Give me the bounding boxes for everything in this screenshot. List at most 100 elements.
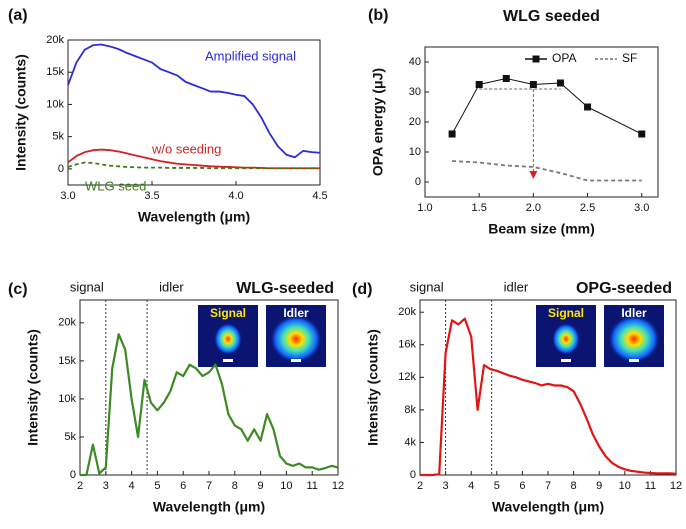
y-axis-title: Intensity (counts) — [13, 54, 29, 171]
beam-spot — [270, 315, 322, 363]
panel-label: (a) — [8, 7, 28, 24]
y-tick-label: 20 — [409, 116, 421, 128]
legend-marker — [533, 56, 540, 63]
y-tick-label: 20k — [58, 317, 76, 329]
x-tick-label: 4.5 — [312, 190, 327, 202]
x-tick-label: 10 — [619, 480, 631, 492]
y-tick-label: 0 — [410, 469, 416, 481]
x-tick-label: 4.0 — [228, 190, 243, 202]
beam-spot — [608, 315, 660, 363]
x-tick-label: 6 — [180, 480, 186, 492]
guide-arrow — [529, 171, 537, 179]
figure: (a) 3.0 3.5 4.0 4.5 0 5k 10k 15k 20k Wavelength (μ… — [0, 0, 686, 529]
series-line — [452, 161, 642, 181]
x-tick-label: 2.5 — [580, 202, 595, 214]
x-tick-label: 3.0 — [60, 190, 75, 202]
inset-image: Idler — [604, 305, 664, 367]
y-tick-label: 12k — [398, 371, 416, 383]
y-axis-title: OPA energy (μJ) — [370, 68, 386, 176]
x-tick-label: 8 — [571, 480, 577, 492]
data-point — [557, 80, 564, 87]
chart-title: WLG seeded — [503, 8, 600, 25]
data-point — [530, 81, 537, 88]
scale-bar — [629, 359, 639, 362]
beam-spot — [214, 323, 242, 355]
y-tick-label: 40 — [409, 56, 421, 68]
inset-label: Idler — [283, 306, 309, 320]
x-tick-label: 10 — [280, 480, 292, 492]
page: (a) 3.0 3.5 4.0 4.5 0 5k 10k 15k 20k Wavelength (μ… — [0, 0, 686, 529]
marker-label: idler — [504, 279, 529, 294]
x-tick-label: 2 — [77, 480, 83, 492]
y-tick-label: 4k — [404, 436, 416, 448]
panel-label: (b) — [368, 7, 388, 24]
inset-label: Signal — [210, 306, 246, 320]
series-label: Amplified signal — [205, 48, 296, 63]
x-tick-label: 4 — [129, 480, 135, 492]
x-tick-label: 12 — [332, 480, 344, 492]
x-tick-label: 3 — [103, 480, 109, 492]
series-label: w/o seeding — [151, 141, 221, 156]
x-axis-title: Beam size (mm) — [488, 221, 595, 237]
y-axis-title: Intensity (counts) — [25, 329, 41, 446]
scale-bar — [291, 359, 301, 362]
x-tick-label: 1.0 — [417, 202, 432, 214]
plot-frame — [425, 47, 658, 197]
y-tick-label: 15k — [58, 355, 76, 367]
panel-label: (d) — [352, 281, 372, 298]
y-tick-label: 5k — [52, 131, 64, 143]
y-axis-title: Intensity (counts) — [365, 329, 381, 446]
inset-image: Signal — [198, 305, 258, 367]
y-tick-label: 16k — [398, 339, 416, 351]
inset-label: Signal — [548, 306, 584, 320]
y-tick-label: 15k — [46, 66, 64, 78]
data-point — [503, 75, 510, 82]
data-point — [584, 104, 591, 111]
series-label: WLG seed — [85, 178, 146, 193]
y-tick-label: 0 — [58, 163, 64, 175]
x-tick-label: 3.0 — [634, 202, 649, 214]
y-tick-label: 0 — [415, 176, 421, 188]
data-point — [449, 131, 456, 138]
marker-label: idler — [159, 279, 184, 294]
x-axis-title: Wavelength (μm) — [153, 499, 265, 515]
legend-label: SF — [622, 51, 637, 65]
marker-label: signal — [70, 279, 104, 294]
x-tick-label: 12 — [670, 480, 682, 492]
x-tick-label: 5 — [494, 480, 500, 492]
y-tick-label: 10 — [409, 146, 421, 158]
x-tick-label: 11 — [645, 480, 656, 492]
y-tick-label: 10k — [46, 98, 64, 110]
x-axis-title: Wavelength (μm) — [492, 499, 604, 515]
x-tick-label: 6 — [519, 480, 525, 492]
data-point — [638, 131, 645, 138]
x-tick-label: 5 — [154, 480, 160, 492]
scale-bar — [223, 359, 233, 362]
x-tick-label: 9 — [596, 480, 602, 492]
y-tick-label: 0 — [70, 469, 76, 481]
data-point — [476, 81, 483, 88]
y-tick-label: 30 — [409, 86, 421, 98]
y-tick-label: 20k — [398, 306, 416, 318]
inset-image: Idler — [266, 305, 326, 367]
legend-label: OPA — [552, 51, 576, 65]
x-tick-label: 7 — [206, 480, 212, 492]
x-tick-label: 3.5 — [144, 190, 159, 202]
y-tick-label: 5k — [64, 431, 76, 443]
panel-label: (c) — [8, 281, 28, 298]
x-tick-label: 2 — [417, 480, 423, 492]
chart-title: WLG-seeded — [236, 280, 334, 297]
x-tick-label: 4 — [468, 480, 474, 492]
scale-bar — [561, 359, 571, 362]
marker-label: signal — [410, 279, 444, 294]
x-tick-label: 11 — [306, 480, 317, 492]
x-axis-title: Wavelength (μm) — [138, 209, 250, 225]
x-tick-label: 2.0 — [526, 202, 541, 214]
chart-title: OPG-seeded — [576, 280, 672, 297]
beam-spot — [552, 323, 580, 355]
x-tick-label: 7 — [545, 480, 551, 492]
x-tick-label: 3 — [443, 480, 449, 492]
x-tick-label: 8 — [232, 480, 238, 492]
y-tick-label: 20k — [46, 34, 64, 46]
inset-image: Signal — [536, 305, 596, 367]
